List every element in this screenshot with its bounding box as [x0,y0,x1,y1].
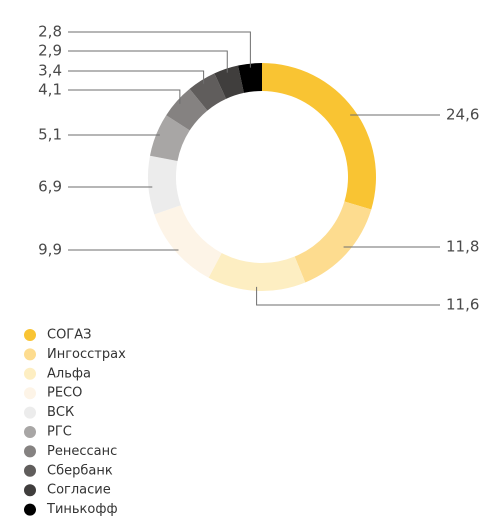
legend-label: Согласие [47,483,111,498]
leader-line [256,286,440,306]
legend-label: ВСК [47,405,74,420]
legend-swatch [24,406,36,419]
legend-swatch [24,503,36,516]
donut-slice [154,205,222,278]
donut-slice [238,63,262,93]
value-label: 4,1 [38,81,62,99]
legend-swatch [24,348,36,361]
leader-line [68,50,228,73]
value-label: 6,9 [38,178,62,196]
legend-label: Ренессанс [47,444,117,459]
legend-label: РЕСО [47,386,82,401]
legend-label: Сбербанк [47,463,113,478]
value-label: 3,4 [38,62,62,80]
legend-swatch [24,484,36,497]
leader-line [68,89,181,104]
donut-slice [149,115,190,162]
legend-label: Ингосстрах [47,347,126,362]
legend-label: Альфа [47,366,91,381]
donut-slice [208,252,306,292]
legend-swatch [24,445,36,458]
value-label: 2,9 [38,42,62,60]
donut-slice [166,88,208,131]
value-label: 11,6 [446,296,479,314]
value-label: 11,8 [446,238,479,256]
value-label: 5,1 [38,126,62,144]
value-label: 2,8 [38,23,62,41]
legend-swatch [24,464,36,477]
donut-slice [262,63,377,210]
donut-slice [294,201,372,283]
legend-label: РГС [47,425,72,440]
leader-line [68,31,251,68]
legend-swatch [24,387,36,400]
legend-swatch [24,367,36,380]
legend-swatch [24,426,36,438]
legend-swatch [24,329,36,341]
value-label: 9,9 [38,241,62,259]
legend-label: СОГАЗ [47,328,91,343]
leader-line [68,70,205,84]
donut-slice [147,155,181,215]
donut-slice [189,73,227,111]
legend-label: Тинькофф [46,502,118,517]
donut-slice [214,65,244,99]
value-label: 24,6 [446,106,479,124]
